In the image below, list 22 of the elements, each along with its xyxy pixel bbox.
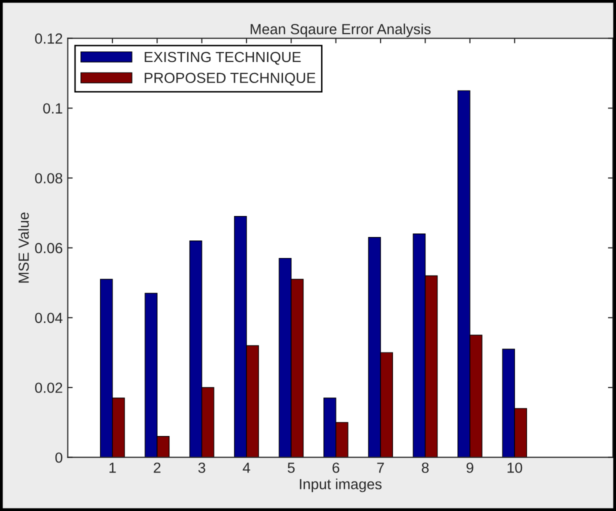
y-tick-label: 0.06 xyxy=(35,242,62,254)
x-tick-label: 3 xyxy=(198,462,206,473)
y-tick-label: 0 xyxy=(55,452,62,463)
legend-label: EXISTING TECHNIQUE xyxy=(144,52,301,65)
y-tick-label: 0.02 xyxy=(35,382,62,393)
x-axis-title: Input images xyxy=(300,478,382,492)
x-tick-label: 10 xyxy=(508,462,522,473)
chart-title: Mean Sqaure Error Analysis xyxy=(250,24,431,38)
y-tick-label: 0.04 xyxy=(35,312,62,324)
y-tick-label: 0.08 xyxy=(35,173,62,184)
legend-label: PROPOSED TECHNIQUE xyxy=(144,72,316,86)
y-tick-label: 0.12 xyxy=(35,33,62,44)
x-tick-label: 2 xyxy=(154,462,160,473)
x-tick-label: 5 xyxy=(288,462,295,473)
x-tick-label: 9 xyxy=(466,462,474,473)
x-tick-label: 6 xyxy=(332,462,340,473)
x-tick-label: 1 xyxy=(110,462,116,473)
x-tick-label: 8 xyxy=(422,462,429,473)
y-tick-label: 0.1 xyxy=(43,103,62,114)
x-tick-label: 7 xyxy=(377,462,384,473)
y-axis-title: MSE Value xyxy=(18,212,29,283)
x-tick-label: 4 xyxy=(242,462,250,473)
